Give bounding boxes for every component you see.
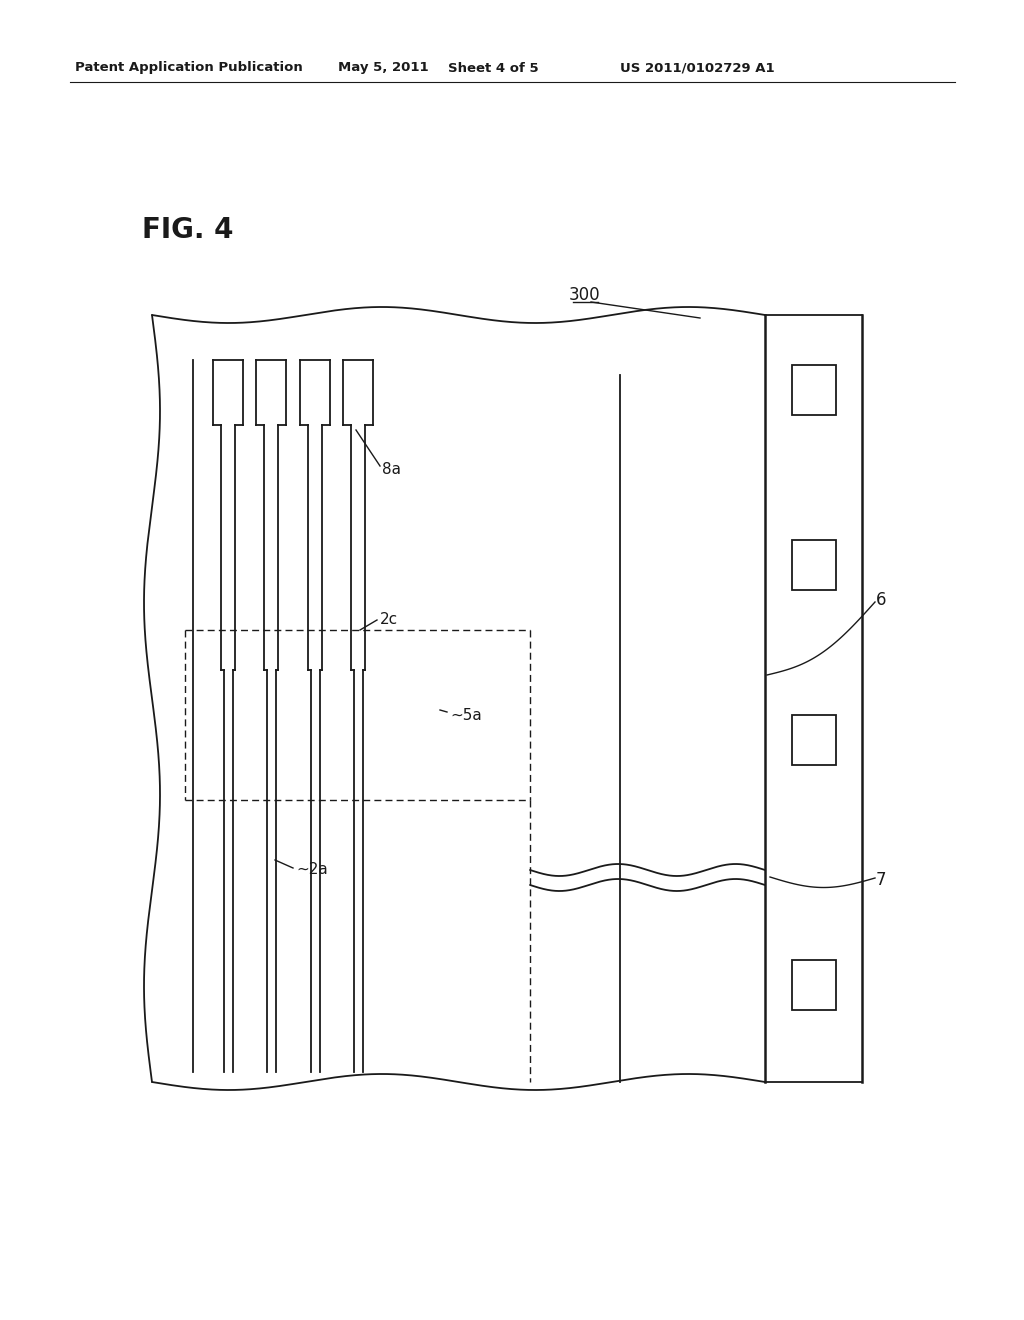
Text: ~2a: ~2a <box>296 862 328 878</box>
Text: ~5a: ~5a <box>450 708 481 722</box>
Text: Patent Application Publication: Patent Application Publication <box>75 62 303 74</box>
Text: 2c: 2c <box>380 612 398 627</box>
Text: Sheet 4 of 5: Sheet 4 of 5 <box>449 62 539 74</box>
Text: 6: 6 <box>876 591 887 609</box>
Text: 7: 7 <box>876 871 887 888</box>
Text: 300: 300 <box>569 286 601 304</box>
Bar <box>792 960 836 1010</box>
Text: May 5, 2011: May 5, 2011 <box>338 62 429 74</box>
Bar <box>792 715 836 766</box>
Bar <box>792 540 836 590</box>
Text: FIG. 4: FIG. 4 <box>142 216 233 244</box>
Bar <box>792 366 836 414</box>
Text: 8a: 8a <box>382 462 401 478</box>
Text: US 2011/0102729 A1: US 2011/0102729 A1 <box>620 62 774 74</box>
